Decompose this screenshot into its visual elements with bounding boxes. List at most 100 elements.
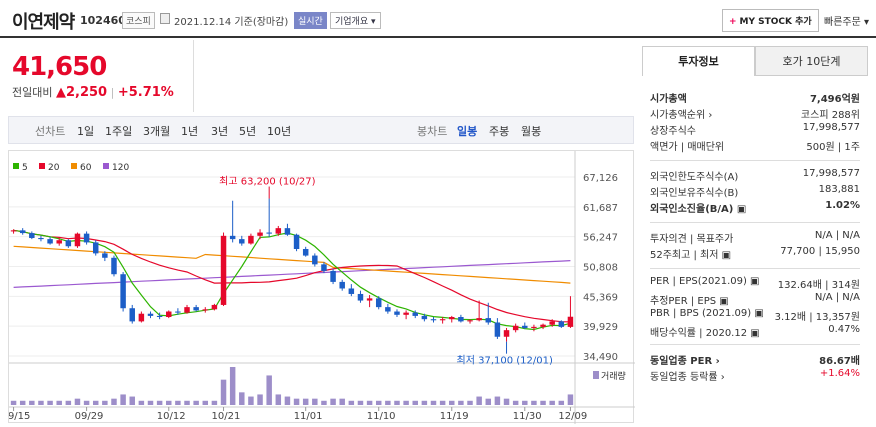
info-key: 외국인보유주식수(B) — [650, 188, 739, 199]
info-key[interactable]: 52주최고 | 최저 ▣ — [650, 250, 732, 261]
info-row: 추정PER | EPS ▣ N/A | N/A — [650, 292, 860, 308]
y-tick-label: 61,687 — [583, 203, 618, 214]
volume-bar — [184, 400, 190, 405]
period-1d[interactable]: 1일 — [77, 125, 95, 138]
volume-bar — [348, 400, 355, 405]
volume-bar — [202, 400, 209, 405]
candle-body — [239, 239, 245, 244]
volume-bar — [467, 400, 473, 405]
volume-bar — [476, 396, 482, 405]
tab-investment-info[interactable]: 투자정보 — [642, 46, 755, 76]
x-tick-label: 10/12 — [157, 411, 186, 422]
volume-bar — [19, 400, 26, 405]
info-row: 동일업종 등락률 › +1.64% — [650, 368, 860, 384]
candle-body — [375, 298, 382, 308]
add-mystock-button[interactable]: + MY STOCK 추가 — [722, 9, 819, 32]
y-tick-label: 34,490 — [583, 352, 618, 363]
x-tick-label: 11/30 — [513, 411, 542, 422]
candle-body — [266, 232, 272, 234]
info-value: N/A | N/A — [814, 230, 860, 241]
volume-bar — [357, 400, 364, 405]
legend-label: 20 — [48, 163, 60, 173]
info-key[interactable]: 배당수익률 | 2020.12 ▣ — [650, 328, 760, 339]
candle-body — [403, 312, 409, 315]
candle-body — [211, 304, 218, 310]
info-value: 코스피 288위 — [800, 110, 860, 121]
legend-label: 60 — [80, 163, 92, 173]
volume-bar — [129, 396, 135, 405]
volume-bar — [266, 375, 272, 405]
current-price: 41,650 — [12, 52, 107, 82]
candle-body — [421, 315, 428, 320]
x-tick-label: 11/19 — [440, 411, 469, 422]
period-1w[interactable]: 1주일 — [105, 125, 133, 138]
tab-orderbook[interactable]: 호가 10단계 — [755, 46, 868, 76]
info-key[interactable]: PER | EPS(2021.09) ▣ — [650, 276, 760, 287]
candle-monthly[interactable]: 월봉 — [521, 125, 542, 138]
candle-body — [248, 235, 254, 244]
stock-name: 이연제약 — [12, 12, 75, 33]
volume-bar — [394, 400, 400, 405]
investment-info-panel: 투자정보 호가 10단계 시가총액 7,496억원 시가총액순위 › 코스피 288위… — [642, 46, 868, 423]
candle-body — [284, 228, 291, 235]
candle-body — [512, 325, 519, 331]
candle-body — [293, 234, 300, 249]
volume-bar — [403, 400, 409, 405]
info-key[interactable]: 동일업종 PER › — [650, 356, 720, 367]
volume-bar — [65, 400, 72, 405]
candle-body — [193, 307, 199, 311]
x-tick-label: 09/15 — [9, 411, 30, 422]
info-value: 500원 | 1주 — [806, 142, 860, 153]
candle-daily[interactable]: 일봉 — [457, 125, 478, 138]
candle-body — [10, 230, 17, 232]
stock-header: 이연제약 102460 코스피 2021.12.14 기준(장마감) 실시간 기… — [0, 0, 876, 38]
info-value: 86.67배 — [819, 356, 860, 367]
candle-body — [385, 307, 391, 312]
volume-bar — [540, 400, 546, 405]
candle-body — [38, 238, 44, 240]
volume-bar — [531, 400, 537, 405]
info-key[interactable]: 외국인소진율(B/A) ▣ — [650, 204, 747, 215]
volume-bar — [385, 400, 391, 405]
info-key: 투자의견 | 목표주가 — [650, 234, 734, 245]
quick-order-dropdown[interactable]: 빠른주문 ▾ — [824, 17, 869, 28]
period-10y[interactable]: 10년 — [267, 125, 292, 138]
divider — [650, 160, 860, 161]
stock-chart: 67,126 61,687 56,247 50,808 45,369 39,929 34,4… — [2, 150, 635, 424]
period-5y[interactable]: 5년 — [239, 125, 257, 138]
volume-bar — [156, 400, 163, 405]
volume-bar — [458, 400, 464, 405]
info-key[interactable]: 추정PER | EPS ▣ — [650, 296, 729, 307]
info-row: 시가총액순위 › 코스피 288위 — [650, 106, 860, 122]
volume-bar — [449, 400, 455, 405]
volume-bar — [47, 400, 53, 405]
period-3y[interactable]: 3년 — [211, 125, 229, 138]
volume-bar — [138, 400, 145, 405]
volume-bar — [166, 400, 172, 405]
info-row: 액면가 | 매매단위 500원 | 1주 — [650, 138, 860, 154]
info-key[interactable]: PBR | BPS (2021.09) ▣ — [650, 308, 764, 319]
change-label: 전일대비 — [12, 86, 53, 99]
candle-body — [321, 264, 327, 271]
info-key[interactable]: 시가총액순위 › — [650, 110, 713, 121]
volume-bar — [485, 398, 492, 405]
candle-body — [129, 308, 135, 322]
legend-swatch — [39, 163, 45, 169]
candle-body — [567, 316, 574, 327]
realtime-button[interactable]: 실시간 — [294, 12, 327, 29]
corp-info-dropdown[interactable]: 기업개요 ▾ — [330, 12, 381, 29]
y-tick-label: 67,126 — [583, 173, 618, 184]
candle-weekly[interactable]: 주봉 — [489, 125, 510, 138]
info-value: 77,700 | 15,950 — [780, 246, 860, 257]
x-tick-label: 10/21 — [212, 411, 241, 422]
volume-bar — [211, 400, 218, 405]
change-value: ▲2,250 — [55, 85, 108, 100]
candle-body — [366, 298, 373, 301]
volume-bar — [421, 400, 428, 405]
period-3m[interactable]: 3개월 — [143, 125, 171, 138]
period-1y[interactable]: 1년 — [181, 125, 199, 138]
volume-bar — [102, 400, 108, 405]
volume-bar — [239, 392, 245, 405]
info-key[interactable]: 동일업종 등락률 › — [650, 372, 725, 383]
candle-chart-label: 봉차트 — [417, 125, 448, 138]
